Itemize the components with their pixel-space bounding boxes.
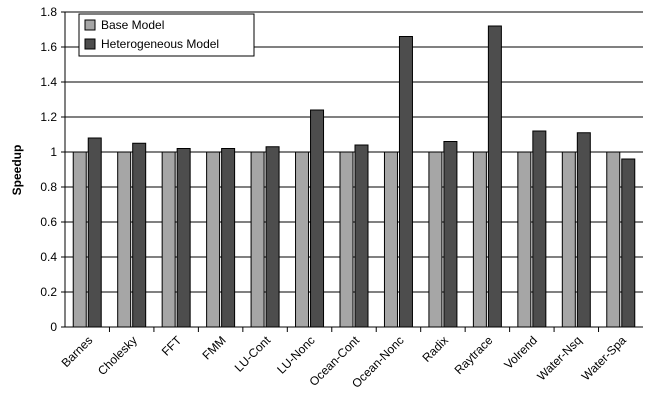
y-tick-label: 0.2: [40, 285, 57, 299]
bar-heterogeneous-water-nsq: [576, 132, 591, 328]
bar-base-fmm: [206, 151, 221, 328]
y-tick-label: 0.8: [40, 180, 57, 194]
legend-label-heterogeneous: Heterogeneous Model: [101, 37, 219, 51]
bar-heterogeneous-fmm: [221, 148, 236, 328]
bar-heterogeneous-ocean-nonc: [398, 36, 413, 328]
bar-base-lu-cont: [250, 151, 265, 328]
bar-base-ocean-nonc: [383, 151, 398, 328]
y-tick-label: 0.6: [40, 215, 57, 229]
bar-base-ocean-cont: [339, 151, 354, 328]
y-tick-label: 1.4: [40, 75, 57, 89]
x-tick-label: LU-Nonc: [274, 333, 317, 376]
legend-swatch-heterogeneous: [84, 38, 96, 50]
x-tick-label: Water-Nsq: [534, 333, 584, 383]
legend: Base Model Heterogeneous Model: [78, 13, 255, 57]
y-tick-label: 1.6: [40, 40, 57, 54]
x-tick-label: Raytrace: [452, 333, 496, 377]
legend-label-base: Base Model: [101, 18, 164, 32]
y-tick-label: 1.8: [40, 5, 57, 19]
bar-heterogeneous-cholesky: [132, 142, 147, 328]
x-tick-label: LU-Cont: [232, 333, 274, 375]
x-tick-label: Barnes: [59, 333, 96, 370]
bar-base-water-spa: [606, 151, 621, 328]
bar-heterogeneous-barnes: [87, 137, 102, 328]
bar-heterogeneous-lu-cont: [265, 146, 280, 328]
bar-heterogeneous-volrend: [532, 130, 547, 328]
bar-heterogeneous-fft: [176, 148, 191, 328]
x-tick-label: Radix: [419, 333, 451, 365]
bar-heterogeneous-lu-nonc: [310, 109, 325, 328]
y-tick-label: 0.4: [40, 250, 57, 264]
x-tick-label: FFT: [159, 333, 185, 359]
bars: [72, 25, 636, 328]
bar-base-raytrace: [472, 151, 487, 328]
x-tick-label: FMM: [200, 333, 229, 362]
legend-swatch-base: [84, 19, 96, 31]
bar-heterogeneous-radix: [443, 141, 458, 328]
x-tick-label: Cholesky: [95, 333, 140, 378]
bar-heterogeneous-water-spa: [621, 158, 636, 328]
x-tick-label: Water-Spa: [579, 333, 629, 383]
y-tick-label: 1: [50, 145, 57, 159]
bar-base-lu-nonc: [295, 151, 310, 328]
gridlines: [61, 11, 643, 328]
y-axis-title: Speedup: [10, 145, 24, 196]
y-tick-label: 0: [50, 320, 57, 334]
legend-box: [78, 13, 255, 57]
bar-heterogeneous-ocean-cont: [354, 144, 369, 328]
axes: [64, 12, 643, 328]
bar-heterogeneous-raytrace: [487, 25, 502, 328]
bar-base-barnes: [72, 151, 87, 328]
x-tick-labels: Barnes Cholesky FFT FMM LU-Cont LU-NoncOcean-…: [59, 327, 629, 391]
y-tick-label: 1.2: [40, 110, 57, 124]
bar-base-radix: [428, 151, 443, 328]
bar-base-volrend: [517, 151, 532, 328]
bar-base-water-nsq: [561, 151, 576, 328]
x-tick-label: Volrend: [501, 333, 540, 372]
y-tick-labels: 0 0.2 0.4 0.6 0.8 1 1.2 1.4 1.6 1.8: [40, 5, 57, 334]
bar-base-fft: [161, 151, 176, 328]
bar-base-cholesky: [117, 151, 132, 328]
